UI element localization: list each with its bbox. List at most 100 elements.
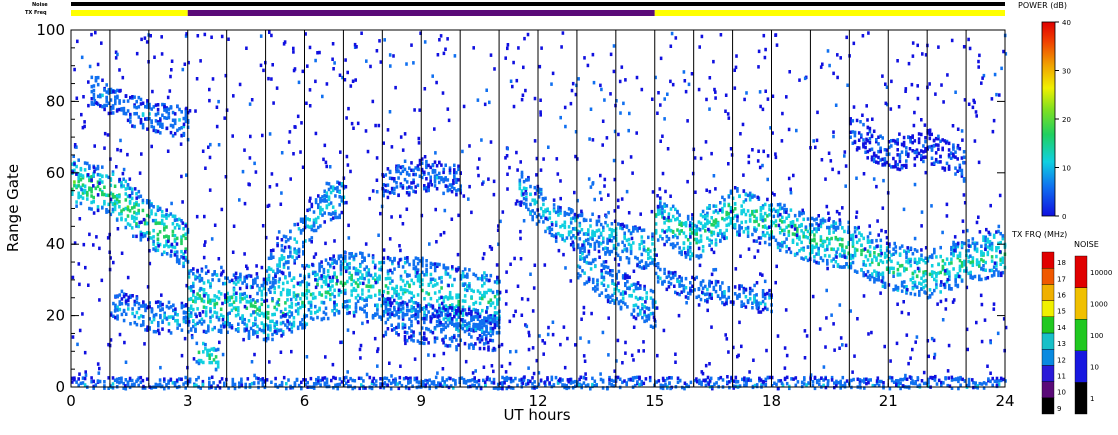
heat-cell <box>905 146 908 150</box>
heat-cell <box>167 300 171 305</box>
heat-cell <box>789 208 793 212</box>
heat-cell <box>174 309 177 313</box>
heat-cell <box>307 274 311 279</box>
heat-cell <box>290 311 294 315</box>
heat-cell <box>395 169 398 174</box>
heat-cell <box>415 376 419 380</box>
heat-cell <box>954 150 957 154</box>
heat-cell <box>92 92 96 97</box>
heat-cell <box>438 318 441 323</box>
heat-cell <box>787 233 791 237</box>
heat-cell <box>165 239 168 244</box>
heat-cell <box>849 135 852 139</box>
heat-cell <box>295 249 299 253</box>
heat-cell <box>71 192 74 196</box>
heat-cell <box>845 245 848 249</box>
heat-cell <box>457 333 460 338</box>
heat-cell <box>857 138 861 142</box>
heat-cell <box>115 380 119 384</box>
heat-cell <box>180 255 183 259</box>
heat-cell <box>725 297 728 302</box>
heat-cell <box>868 140 872 145</box>
heat-cell <box>145 377 149 381</box>
heat-cell <box>701 279 705 283</box>
heat-cell <box>695 254 698 258</box>
heat-cell <box>441 376 444 380</box>
heat-cell <box>307 272 311 277</box>
heat-cell <box>440 163 443 167</box>
heat-cell <box>761 299 765 304</box>
heat-cell <box>450 189 454 194</box>
heat-cell <box>911 286 915 291</box>
heat-cell <box>624 302 627 306</box>
heat-cell <box>909 246 913 251</box>
heat-cell <box>781 240 784 245</box>
heat-cell <box>96 184 100 188</box>
heat-cell <box>403 323 407 327</box>
heat-cell <box>161 307 164 312</box>
heat-cell <box>958 264 962 269</box>
heat-cell <box>948 277 951 281</box>
heat-cell <box>122 99 126 103</box>
heat-cell <box>744 212 748 217</box>
heat-cell <box>453 170 456 174</box>
heat-cell <box>189 314 193 318</box>
heat-cell <box>218 380 222 384</box>
heat-cell <box>382 256 386 260</box>
heat-cell <box>487 288 490 292</box>
heat-cell <box>467 346 471 350</box>
heat-cell <box>628 286 631 291</box>
heat-cell <box>182 261 185 266</box>
heat-cell <box>661 237 664 241</box>
heat-cell <box>478 327 482 331</box>
heat-cell <box>288 271 291 275</box>
heat-cell <box>433 268 437 273</box>
heat-cell <box>1001 260 1005 265</box>
heat-cell <box>710 292 713 297</box>
heat-cell <box>272 282 275 286</box>
heat-cell <box>137 105 141 109</box>
heat-cell <box>892 252 895 256</box>
heat-cell <box>73 378 76 382</box>
heat-cell <box>860 243 863 247</box>
heat-cell <box>202 350 205 354</box>
heat-cell <box>282 256 286 260</box>
heat-cell <box>171 229 175 234</box>
heat-cell <box>392 380 395 384</box>
heat-cell <box>92 88 96 93</box>
heat-cell <box>194 322 197 327</box>
heat-cell <box>962 177 966 181</box>
heat-cell <box>875 139 878 144</box>
heat-cell <box>436 282 439 286</box>
heat-cell <box>572 216 575 220</box>
heat-cell <box>958 168 962 172</box>
heat-cell <box>491 290 495 295</box>
heat-cell <box>467 343 471 347</box>
heat-cell <box>481 284 484 288</box>
heat-cell <box>587 229 590 234</box>
heat-cell <box>759 301 763 306</box>
heat-cell <box>234 298 238 302</box>
heat-cell <box>173 234 177 238</box>
heat-cell <box>476 276 480 281</box>
heat-cell <box>144 328 147 332</box>
heat-cell <box>109 98 113 102</box>
heat-cell <box>609 272 612 277</box>
heat-cell <box>230 302 234 307</box>
heat-cell <box>952 147 955 151</box>
heat-cell <box>606 241 609 245</box>
heat-cell <box>114 294 117 298</box>
heat-cell <box>539 187 543 192</box>
heat-cell <box>659 211 662 216</box>
heat-cell <box>329 185 333 189</box>
heat-cell <box>412 180 415 185</box>
heat-cell <box>269 290 272 294</box>
heat-cell <box>567 207 571 211</box>
heat-cell <box>320 300 324 305</box>
heat-cell <box>329 217 333 222</box>
heat-cell <box>841 237 844 242</box>
heat-cell <box>385 376 389 381</box>
heat-cell <box>986 240 990 244</box>
heat-cell <box>593 246 597 250</box>
heat-cell <box>189 285 193 289</box>
